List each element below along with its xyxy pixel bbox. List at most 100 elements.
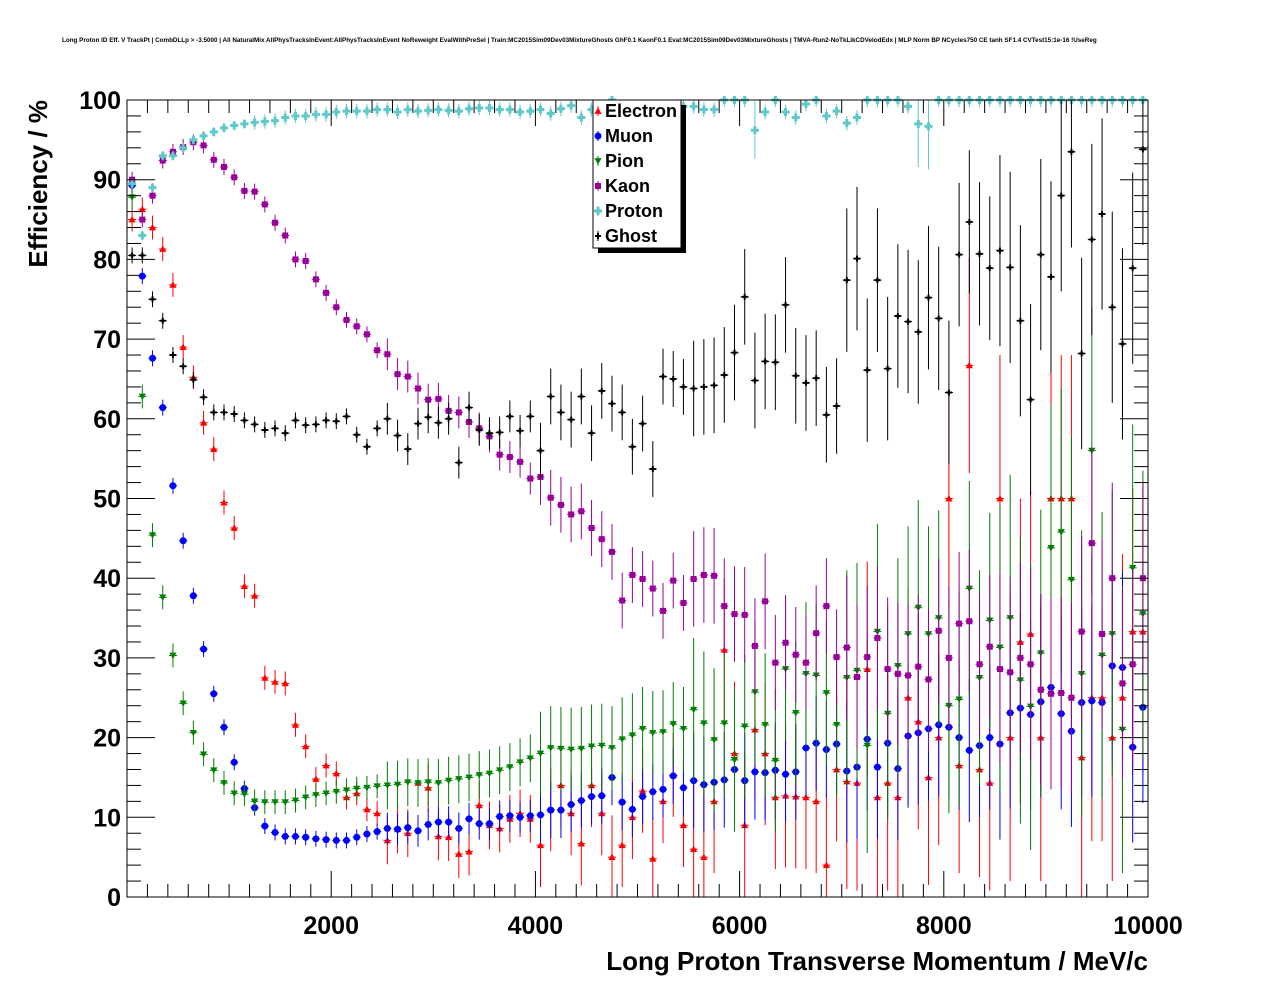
data-point [547,393,554,400]
data-point [291,721,300,728]
data-point [516,107,525,116]
data-point [649,466,656,473]
data-point [874,277,881,284]
data-point [935,315,942,322]
data-point [700,720,708,727]
data-point [149,296,156,303]
data-point [915,328,922,335]
data-point [169,281,177,288]
data-point [905,318,912,325]
data-point [393,781,402,789]
data-point [291,832,299,840]
data-point [383,782,391,790]
data-point [240,791,249,798]
data-point [720,720,728,727]
data-point [1119,340,1126,347]
data-point [353,785,361,793]
y-tick-label: 0 [107,884,121,912]
data-point [251,421,258,428]
data-point [434,105,443,114]
data-point [485,770,494,778]
data-point [199,751,208,758]
data-point [199,419,208,426]
data-point [455,776,463,783]
data-point [904,102,913,111]
data-point [894,312,901,319]
y-tick-label: 90 [93,167,121,195]
data-point [445,415,452,422]
data-point [444,106,453,115]
data-point [669,721,677,728]
data-point [210,409,217,416]
data-point [750,126,759,135]
data-point [139,252,146,259]
data-point [536,841,545,849]
data-point [864,654,871,661]
data-point [414,420,421,427]
data-point [424,106,433,115]
data-point [465,104,474,113]
data-point [383,824,391,832]
data-point [383,105,392,114]
data-point [578,393,585,400]
data-point [608,745,616,752]
data-point [200,645,208,653]
data-point [567,801,575,809]
data-point [1078,628,1085,635]
data-point [353,833,361,841]
data-point [659,785,667,793]
data-point [598,536,605,543]
data-point [690,385,697,392]
data-point [905,672,912,679]
data-point [496,813,504,821]
data-point [435,419,442,426]
data-point [1068,148,1075,155]
data-point [649,855,657,862]
data-point [292,256,299,263]
data-point [199,131,208,140]
data-point [772,359,779,366]
data-point [311,110,320,119]
y-tick-label: 70 [93,326,121,354]
data-point [312,421,319,428]
data-point [139,216,146,223]
data-point [271,799,279,806]
data-point [180,363,187,370]
data-point [485,103,494,112]
data-point [475,801,483,809]
data-point [220,498,228,506]
data-point [394,825,402,833]
data-point [394,432,401,439]
data-point [219,123,228,132]
data-point [782,639,789,646]
data-point [526,107,535,116]
data-point [475,772,483,779]
data-point [261,799,269,806]
data-point [854,255,861,262]
data-point [506,764,514,771]
data-point [823,411,830,418]
data-point [1007,669,1014,676]
data-point [251,592,259,599]
data-point [363,805,371,813]
data-point [710,105,719,114]
legend-box [592,99,682,249]
data-point [925,294,932,301]
data-point [404,779,412,786]
data-point [996,247,1003,254]
data-point [168,151,177,160]
legend-label: Muon [605,126,653,146]
data-point [476,426,483,433]
data-point [495,105,504,114]
data-point [781,107,790,116]
data-point [699,105,708,114]
data-point [230,790,238,797]
data-point [945,654,952,661]
data-point [843,277,850,284]
data-point [517,458,524,465]
data-point [190,376,197,383]
data-point [363,443,370,450]
data-point [352,107,361,116]
data-point [506,454,513,461]
data-point [322,836,330,844]
